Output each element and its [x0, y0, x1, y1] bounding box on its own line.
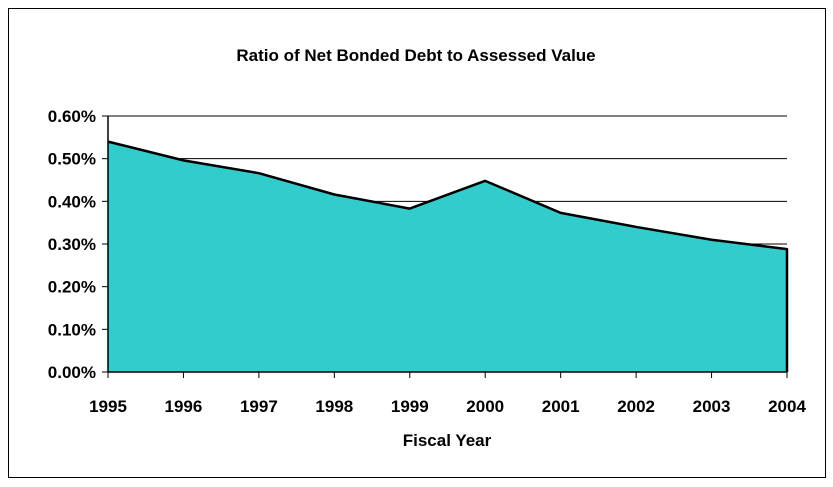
x-tick-label: 2001 — [542, 397, 580, 416]
y-tick-label: 0.30% — [48, 235, 96, 254]
y-tick-label: 0.50% — [48, 150, 96, 169]
data-point — [635, 226, 637, 228]
x-tick-label: 1996 — [165, 397, 203, 416]
x-tick-label: 1998 — [315, 397, 353, 416]
x-axis-label: Fiscal Year — [403, 431, 492, 450]
x-tick-label: 2003 — [693, 397, 731, 416]
y-tick-label: 0.60% — [48, 107, 96, 126]
data-point — [711, 239, 713, 241]
data-point — [333, 194, 335, 196]
y-tick-label: 0.00% — [48, 363, 96, 382]
data-point — [786, 248, 788, 250]
x-tick-label: 2004 — [768, 397, 806, 416]
x-tick-label: 1999 — [391, 397, 429, 416]
data-point — [560, 212, 562, 214]
y-tick-label: 0.40% — [48, 192, 96, 211]
x-tick-labels: 1995 1996 1997 1998 1999 2000 2001 2002 2003 2004 — [89, 397, 806, 416]
chart-title: Ratio of Net Bonded Debt to Assessed Val… — [236, 46, 595, 65]
data-point — [409, 208, 411, 210]
y-tick-label: 0.20% — [48, 278, 96, 297]
data-point — [182, 159, 184, 161]
area-layer — [107, 140, 789, 372]
axis-layer — [102, 115, 788, 378]
x-tick-label: 1997 — [240, 397, 278, 416]
data-point — [484, 180, 486, 182]
x-tick-label: 2002 — [617, 397, 655, 416]
area-fill — [108, 141, 787, 372]
y-tick-labels: 0.00% 0.10% 0.20% 0.30% 0.40% 0.50% 0.60% — [48, 107, 96, 382]
x-tick-label: 2000 — [466, 397, 504, 416]
y-tick-label: 0.10% — [48, 320, 96, 339]
data-point — [258, 172, 260, 174]
x-tick-label: 1995 — [89, 397, 127, 416]
